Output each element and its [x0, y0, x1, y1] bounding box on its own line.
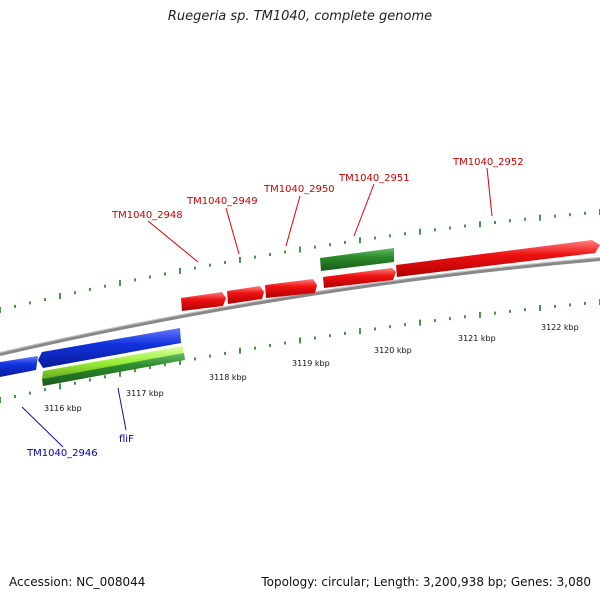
- gene-label-tm1040-2949[interactable]: TM1040_2949: [186, 196, 258, 207]
- gene-label-tm1040-2950[interactable]: TM1040_2950: [263, 184, 335, 195]
- gene-arrow-tm1040-2946[interactable]: [0, 356, 38, 377]
- gene-arrow-flif[interactable]: [38, 328, 181, 368]
- axis-label-3118: 3118 kbp: [209, 373, 247, 382]
- inner-tick-track: [0, 299, 600, 403]
- map-title: Ruegeria sp. TM1040, complete genome: [167, 9, 433, 24]
- gene-label-tm1040-2948[interactable]: TM1040_2948: [111, 210, 183, 221]
- gene-arrow-tm1040-2950[interactable]: [265, 279, 317, 298]
- axis-label-3116: 3116 kbp: [44, 404, 82, 413]
- outer-tick-track: [0, 209, 600, 313]
- gene-arrow-tm1040-2951[interactable]: [323, 268, 396, 288]
- cds-bar-reverse[interactable]: [42, 353, 185, 386]
- gene-arrow-tm1040-2952[interactable]: [396, 240, 600, 277]
- axis-label-3119: 3119 kbp: [292, 359, 330, 368]
- axis-label-3120: 3120 kbp: [374, 346, 412, 355]
- axis-label-3117: 3117 kbp: [126, 389, 164, 398]
- accession-text: Accession: NC_008044: [9, 575, 146, 589]
- gene-arrow-tm1040-2949[interactable]: [227, 286, 264, 304]
- cds-bar-reverse-highlight[interactable]: [42, 346, 183, 379]
- gene-label-tm1040-2951[interactable]: TM1040_2951: [338, 173, 410, 184]
- genome-backbone: [0, 257, 600, 356]
- cds-bar-forward[interactable]: [320, 248, 394, 271]
- axis-label-3122: 3122 kbp: [541, 323, 579, 332]
- gene-arrow-tm1040-2948[interactable]: [181, 292, 226, 311]
- gene-label-flif[interactable]: fliF: [119, 434, 134, 445]
- gene-label-tm1040-2952[interactable]: TM1040_2952: [452, 157, 524, 168]
- axis-label-3121: 3121 kbp: [458, 334, 496, 343]
- gene-label-tm1040-2946[interactable]: TM1040_2946: [26, 448, 98, 459]
- genome-stats-text: Topology: circular; Length: 3,200,938 bp…: [261, 575, 591, 589]
